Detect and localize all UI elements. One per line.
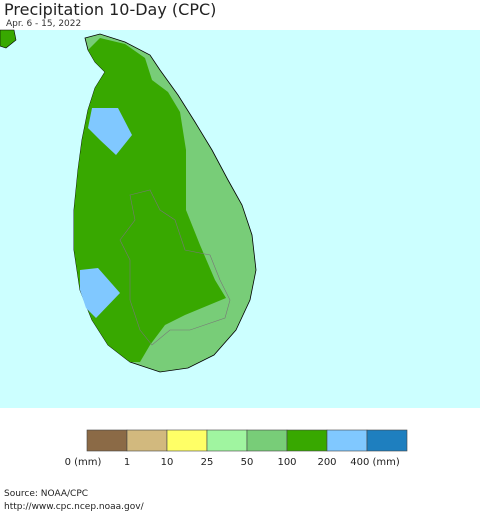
map (0, 29, 480, 408)
legend-label: 25 (201, 457, 214, 468)
rain-zone-200-400 (80, 268, 120, 318)
legend-label: 100 (277, 457, 296, 468)
legend-swatch (366, 429, 408, 452)
legend-label: 200 (317, 457, 336, 468)
mainland-india (0, 29, 17, 49)
legend-swatch (126, 429, 168, 452)
legend-swatch (206, 429, 248, 452)
rain-zone-200-400 (88, 108, 132, 155)
legend-label: 10 (161, 457, 174, 468)
legend-label: 0 (mm) (65, 457, 102, 468)
province-borders (119, 189, 231, 346)
source: Source: NOAA/CPC (4, 489, 89, 499)
source-url: http://www.cpc.ncep.noaa.gov/ (4, 502, 144, 512)
legend-swatch (86, 429, 128, 452)
legend-swatch (166, 429, 208, 452)
legend-swatch (246, 429, 288, 452)
map-title: Precipitation 10-Day (CPC) (4, 0, 217, 19)
legend-label: 400 (mm) (350, 457, 400, 468)
legend-swatch (326, 429, 368, 452)
legend: 0 (mm) 1 10 25 50 100 200 400 (mm) (65, 429, 408, 468)
legend-label: 1 (124, 457, 130, 468)
map-subtitle: Apr. 6 - 15, 2022 (6, 19, 82, 29)
legend-swatch (286, 429, 328, 452)
legend-label: 50 (241, 457, 254, 468)
